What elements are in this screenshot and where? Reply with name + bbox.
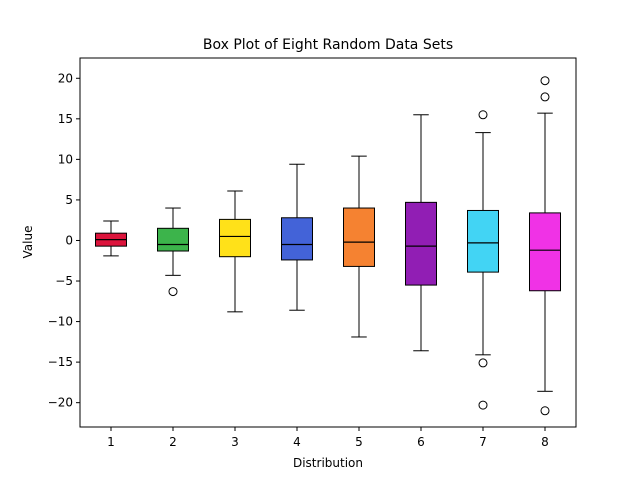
x-tick-label-1: 1	[107, 435, 115, 449]
box-7	[467, 209, 499, 273]
y-tick-label-5: 5	[65, 193, 73, 207]
box-2	[157, 227, 189, 252]
x-tick-label-2: 2	[169, 435, 177, 449]
x-tick-label-5: 5	[355, 435, 363, 449]
x-tick-label-8: 8	[541, 435, 549, 449]
chart-title: Box Plot of Eight Random Data Sets	[203, 37, 453, 53]
y-tick-label-10: 10	[58, 152, 73, 166]
box-6	[405, 201, 437, 286]
x-tick-label-7: 7	[479, 435, 487, 449]
outlier-point-7-1	[478, 110, 488, 120]
box-group-2	[157, 207, 189, 297]
outlier-point-7-2	[478, 358, 488, 368]
y-tick-label--20: −20	[48, 396, 73, 410]
box-group-6	[405, 114, 437, 352]
outlier-point-8-3	[540, 406, 550, 416]
x-tick-label-6: 6	[417, 435, 425, 449]
outlier-point-2-1	[168, 287, 178, 297]
box-group-7	[467, 110, 499, 410]
outlier-point-7-3	[478, 400, 488, 410]
y-axis-label: Value	[21, 226, 35, 259]
box-4	[281, 217, 313, 261]
plot-frame	[79, 57, 577, 428]
box-group-8	[529, 76, 561, 416]
x-axis-label: Distribution	[293, 456, 363, 470]
y-tick-label--5: −5	[55, 274, 73, 288]
axes: 1 2 3 4 5 6 7 8 −20 −15 −10 −5 0 5 10 15 20	[48, 71, 549, 449]
box-group-1	[95, 220, 127, 257]
outlier-point-8-2	[540, 92, 550, 102]
plot-area	[95, 76, 561, 416]
y-tick-label-15: 15	[58, 112, 73, 126]
y-tick-label--10: −10	[48, 315, 73, 329]
y-tick-label-0: 0	[65, 233, 73, 247]
y-tick-label-20: 20	[58, 71, 73, 85]
box-group-3	[219, 190, 251, 313]
outlier-point-8-1	[540, 76, 550, 86]
y-tick-label--15: −15	[48, 355, 73, 369]
x-tick-label-4: 4	[293, 435, 301, 449]
box-group-5	[343, 155, 375, 338]
box-8	[529, 212, 561, 292]
box-5	[343, 207, 375, 267]
box-3	[219, 218, 251, 258]
box-group-4	[281, 163, 313, 311]
x-tick-label-3: 3	[231, 435, 239, 449]
